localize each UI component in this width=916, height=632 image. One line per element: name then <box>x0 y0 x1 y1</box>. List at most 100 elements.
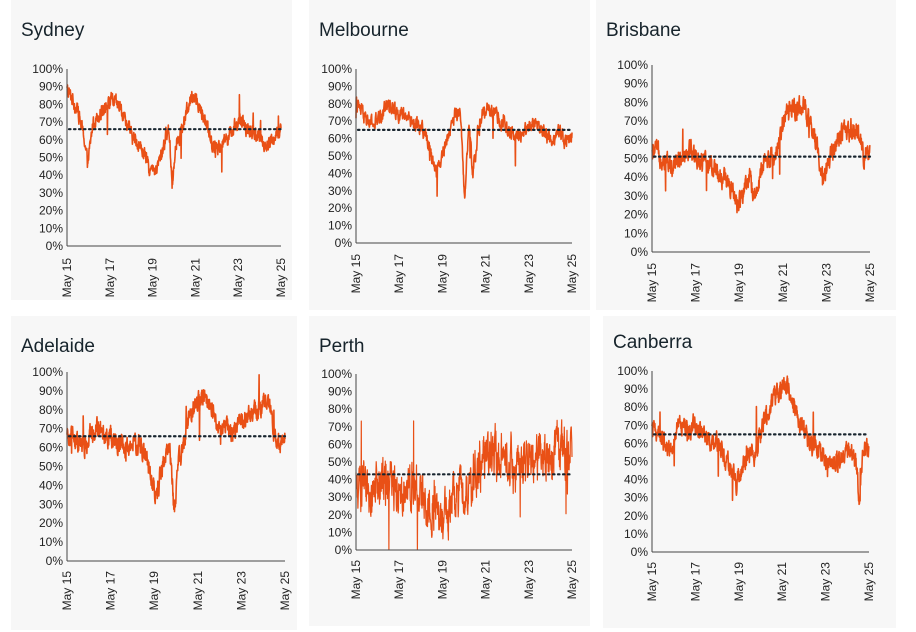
series-line <box>66 84 282 189</box>
x-tick-label: May 15 <box>60 571 74 611</box>
y-tick-label: 20% <box>624 509 648 523</box>
y-tick-label: 50% <box>39 460 63 474</box>
x-tick-label: May 23 <box>819 263 833 303</box>
x-tick-label: May 23 <box>522 254 536 294</box>
y-tick-label: 70% <box>328 114 352 128</box>
chart-title: Brisbane <box>606 20 681 41</box>
y-tick-label: 0% <box>46 554 64 568</box>
x-tick-label: May 25 <box>862 562 876 602</box>
y-tick-label: 100% <box>617 58 648 72</box>
x-tick-label: May 19 <box>732 562 746 602</box>
y-tick-label: 0% <box>631 245 649 259</box>
chart-panel-brisbane: Brisbane 0% 10% 20% 30% 40% 50% 60% 70% 80% 90% 10… <box>596 0 896 310</box>
x-tick-label: May 23 <box>231 258 245 298</box>
chart-panel-perth: Perth 0% 10% 20% 30% 40% 50% 60% 70% 80% 90% 100% M… <box>309 316 590 626</box>
y-tick-label: 20% <box>328 201 352 215</box>
x-tick-label: May 17 <box>688 562 702 602</box>
series-line <box>651 95 871 214</box>
series-line <box>66 373 286 513</box>
y-tick-label: 0% <box>631 545 649 559</box>
y-tick-label: 40% <box>328 166 352 180</box>
y-tick-label: 100% <box>321 62 352 76</box>
y-tick-label: 10% <box>328 525 352 539</box>
x-tick-label: May 15 <box>645 562 659 602</box>
y-tick-label: 90% <box>328 385 352 399</box>
y-tick-label: 20% <box>39 204 63 218</box>
x-tick-label: May 25 <box>274 258 288 298</box>
y-tick-label: 80% <box>624 95 648 109</box>
y-tick-label: 70% <box>39 422 63 436</box>
x-tick-label: May 17 <box>392 254 406 294</box>
y-tick-label: 40% <box>39 478 63 492</box>
chart-title: Perth <box>319 336 365 357</box>
chart-title: Melbourne <box>319 20 409 41</box>
chart-adelaide: 0% 10% 20% 30% 40% 50% 60% 70% 80% 90% 100% May 15 M… <box>32 365 292 611</box>
chart-title: Canberra <box>613 332 693 353</box>
x-tick-label: May 21 <box>775 562 789 602</box>
chart-melbourne: 0% 10% 20% 30% 40% 50% 60% 70% 80% 90% 100% May 15 M… <box>321 62 579 294</box>
y-tick-label: 30% <box>328 184 352 198</box>
x-tick-label: May 21 <box>188 258 202 298</box>
x-tick-label: May 17 <box>689 263 703 303</box>
y-tick-label: 40% <box>624 170 648 184</box>
y-tick-label: 60% <box>39 441 63 455</box>
y-tick-label: 50% <box>328 149 352 163</box>
y-tick-label: 30% <box>39 497 63 511</box>
y-tick-label: 60% <box>39 133 63 147</box>
x-tick-label: May 19 <box>732 263 746 303</box>
y-tick-label: 60% <box>624 133 648 147</box>
y-tick-label: 90% <box>39 80 63 94</box>
x-tick-label: May 23 <box>522 560 536 600</box>
y-tick-label: 40% <box>624 473 648 487</box>
y-tick-label: 10% <box>624 527 648 541</box>
chart-perth: 0% 10% 20% 30% 40% 50% 60% 70% 80% 90% 100% May 15 M… <box>321 367 579 600</box>
chart-panel-adelaide: Adelaide 0% 10% 20% 30% 40% 50% 60% 70% 80% 90% 10… <box>11 316 297 630</box>
x-tick-label: May 15 <box>60 258 74 298</box>
chart-panel-canberra: Canberra 0% 10% 20% 30% 40% 50% 60% 70% 80% 90% 10… <box>603 316 896 628</box>
chart-canberra: 0% 10% 20% 30% 40% 50% 60% 70% 80% 90% 100% May 15 M… <box>617 364 876 602</box>
y-tick-label: 80% <box>39 403 63 417</box>
y-tick-label: 80% <box>328 97 352 111</box>
y-tick-label: 0% <box>335 543 353 557</box>
chart-panel-melbourne: Melbourne 0% 10% 20% 30% 40% 50% 60% 70% 80% 90% 1… <box>309 0 590 310</box>
series-line <box>355 96 573 199</box>
x-tick-label: May 19 <box>147 571 161 611</box>
y-tick-label: 50% <box>624 455 648 469</box>
y-tick-label: 100% <box>321 367 352 381</box>
x-tick-label: May 15 <box>349 560 363 600</box>
series-line <box>651 375 870 506</box>
x-tick-label: May 17 <box>392 560 406 600</box>
y-tick-label: 80% <box>328 402 352 416</box>
y-tick-label: 10% <box>39 221 63 235</box>
chart-sydney: 0% 10% 20% 30% 40% 50% 60% 70% 80% 90% 100% May 15 M… <box>32 62 288 298</box>
x-tick-label: May 19 <box>435 254 449 294</box>
y-tick-label: 50% <box>328 455 352 469</box>
x-tick-label: May 25 <box>565 254 579 294</box>
y-tick-label: 80% <box>39 97 63 111</box>
y-tick-label: 0% <box>335 236 353 250</box>
x-tick-label: May 15 <box>349 254 363 294</box>
y-tick-label: 100% <box>617 364 648 378</box>
x-tick-label: May 21 <box>479 560 493 600</box>
y-tick-label: 90% <box>328 79 352 93</box>
y-tick-label: 90% <box>624 382 648 396</box>
y-tick-label: 20% <box>39 516 63 530</box>
x-tick-label: May 19 <box>435 560 449 600</box>
y-tick-label: 60% <box>328 437 352 451</box>
y-tick-label: 60% <box>624 436 648 450</box>
x-tick-label: May 21 <box>479 254 493 294</box>
y-tick-label: 100% <box>32 365 63 379</box>
y-tick-label: 70% <box>39 115 63 129</box>
chart-panel-sydney: Sydney 0% 10% 20% 30% 40% 50% 60% 70% 80% 90% 100%… <box>11 0 292 300</box>
series-line <box>355 419 573 550</box>
y-tick-label: 30% <box>39 186 63 200</box>
y-tick-label: 30% <box>624 189 648 203</box>
y-tick-label: 60% <box>328 132 352 146</box>
x-tick-label: May 21 <box>776 263 790 303</box>
x-tick-label: May 23 <box>819 562 833 602</box>
chart-title: Sydney <box>21 20 85 41</box>
y-tick-label: 30% <box>328 490 352 504</box>
y-tick-label: 80% <box>624 400 648 414</box>
chart-brisbane: 0% 10% 20% 30% 40% 50% 60% 70% 80% 90% 100% May 15 M… <box>617 58 877 303</box>
y-tick-label: 50% <box>39 151 63 165</box>
